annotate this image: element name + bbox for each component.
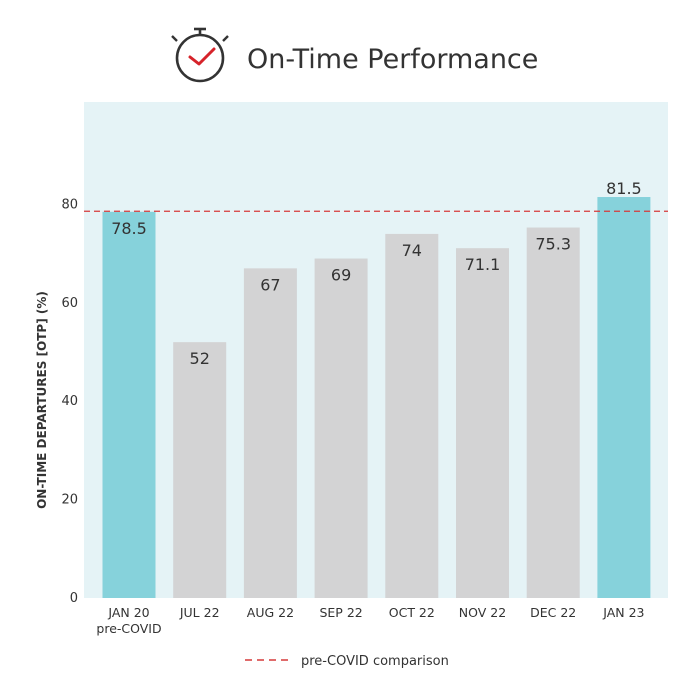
y-axis-ticks: 0 20 40 60 80 [61, 197, 78, 606]
bar [314, 258, 368, 598]
x-tick-label: JAN 20 pre-COVID [96, 605, 161, 636]
x-tick-label: DEC 22 [530, 605, 576, 620]
legend-label: pre-COVID comparison [301, 654, 449, 669]
x-tick-label: JUL 22 [179, 605, 220, 620]
bar [243, 268, 297, 598]
y-tick-label: 0 [70, 591, 78, 606]
bar-value-label: 81.5 [606, 179, 642, 198]
bar [456, 248, 509, 599]
y-tick-label: 60 [61, 296, 78, 311]
bar-value-label: 71.1 [465, 255, 501, 274]
bar-value-label: 75.3 [535, 235, 571, 254]
bars [102, 197, 651, 599]
bar-value-label: 52 [190, 349, 210, 368]
x-tick-label: NOV 22 [459, 605, 506, 620]
x-tick-label: JAN 23 [602, 605, 644, 620]
y-tick-label: 40 [61, 394, 78, 409]
bar [173, 342, 227, 598]
bar-value-label: 78.5 [111, 219, 147, 238]
bar [385, 233, 439, 599]
chart-header: On-Time Performance [171, 27, 538, 83]
legend: pre-COVID comparison [245, 654, 449, 669]
bar [597, 197, 651, 598]
bar-value-label: 67 [260, 275, 280, 294]
x-tick-label: SEP 22 [319, 605, 362, 620]
clock-check-icon [171, 27, 229, 83]
x-axis-labels: JAN 20 pre-COVID JUL 22 AUG 22 SEP 22 OCT 22 N… [96, 605, 644, 636]
x-tick-label: OCT 22 [389, 605, 435, 620]
y-axis-label: ON-TIME DEPARTURES [OTP] (%) [35, 291, 49, 509]
plot-area-background [84, 102, 668, 598]
y-tick-label: 80 [61, 197, 78, 212]
y-tick-label: 20 [61, 493, 78, 508]
bar-value-label: 74 [402, 241, 422, 260]
bar-value-labels: 78.5 52 67 69 74 71.1 75.3 81.5 [111, 179, 642, 368]
bar [526, 227, 580, 599]
chart-title: On-Time Performance [247, 44, 538, 75]
bar-value-label: 69 [331, 266, 351, 285]
bar [102, 211, 156, 598]
x-tick-label: AUG 22 [247, 605, 294, 620]
